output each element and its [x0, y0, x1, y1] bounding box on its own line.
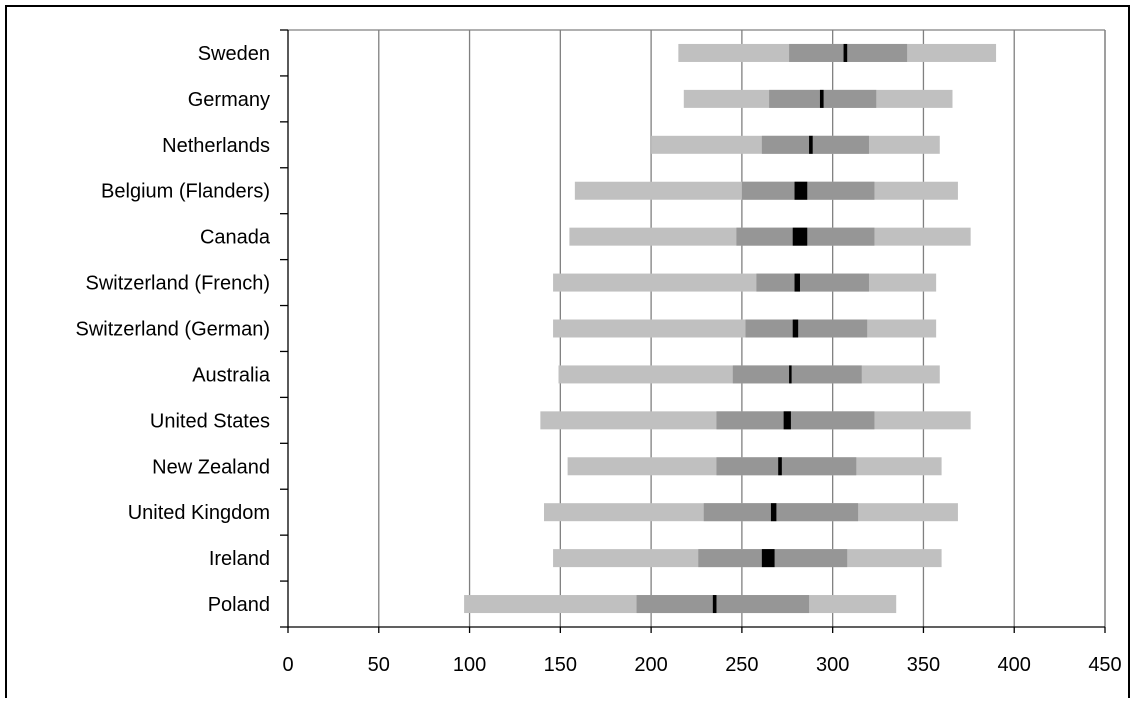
bar-inner-3: [741, 181, 875, 200]
y-label-8: United States: [150, 410, 270, 432]
bar-inner-6: [745, 319, 868, 338]
y-label-0: Sweden: [198, 43, 270, 65]
axes: [280, 29, 1106, 633]
bar-inner-0: [789, 43, 908, 62]
mean-marker-2: [809, 135, 813, 154]
x-tick-label-5: 250: [725, 654, 758, 676]
mean-marker-11: [761, 549, 775, 568]
bar-inner-2: [761, 135, 869, 154]
mean-marker-6: [792, 319, 799, 338]
x-tick-label-9: 450: [1088, 654, 1121, 676]
y-label-7: Australia: [192, 364, 271, 386]
bar-outer-5: [553, 273, 937, 292]
mean-marker-1: [819, 89, 824, 108]
chart-frame: [5, 5, 1130, 698]
x-tick-label-4: 200: [634, 654, 667, 676]
y-label-4: Canada: [200, 227, 271, 249]
y-label-5: Switzerland (French): [85, 273, 270, 295]
y-label-9: New Zealand: [152, 456, 270, 478]
country-labels: Sweden Germany Netherlands Belgium (Flander…: [75, 43, 270, 616]
mean-marker-9: [778, 457, 782, 476]
y-label-3: Belgium (Flanders): [101, 181, 270, 203]
bar-inner-7: [732, 365, 862, 384]
y-label-10: United Kingdom: [128, 502, 270, 524]
mean-marker-7: [789, 365, 792, 384]
x-tick-label-7: 350: [907, 654, 940, 676]
bar-outer-6: [553, 319, 937, 338]
mean-marker-10: [770, 503, 777, 522]
x-tick-labels: 0 50 100 150 200 250 300 350 400 450: [282, 654, 1121, 676]
bar-inner-5: [756, 273, 869, 292]
bar-inner-8: [716, 411, 875, 430]
x-tick-label-2: 100: [453, 654, 486, 676]
mean-marker-8: [783, 411, 791, 430]
x-tick-label-0: 0: [282, 654, 293, 676]
bar-inner-10: [703, 503, 859, 522]
bar-inner-9: [716, 457, 857, 476]
mean-marker-0: [843, 43, 848, 62]
bars: [464, 43, 997, 614]
mean-marker-4: [792, 227, 808, 246]
y-label-1: Germany: [188, 89, 270, 111]
mean-marker-12: [712, 595, 717, 614]
y-label-12: Poland: [208, 594, 270, 616]
x-tick-label-8: 400: [998, 654, 1031, 676]
x-tick-label-6: 300: [816, 654, 849, 676]
y-label-6: Switzerland (German): [75, 319, 270, 341]
x-tick-label-3: 150: [544, 654, 577, 676]
bar-inner-12: [636, 595, 810, 614]
mean-marker-5: [794, 273, 800, 292]
y-label-2: Netherlands: [162, 135, 270, 157]
y-label-11: Ireland: [209, 548, 270, 570]
x-tick-label-1: 50: [368, 654, 390, 676]
mean-marker-3: [794, 181, 808, 200]
